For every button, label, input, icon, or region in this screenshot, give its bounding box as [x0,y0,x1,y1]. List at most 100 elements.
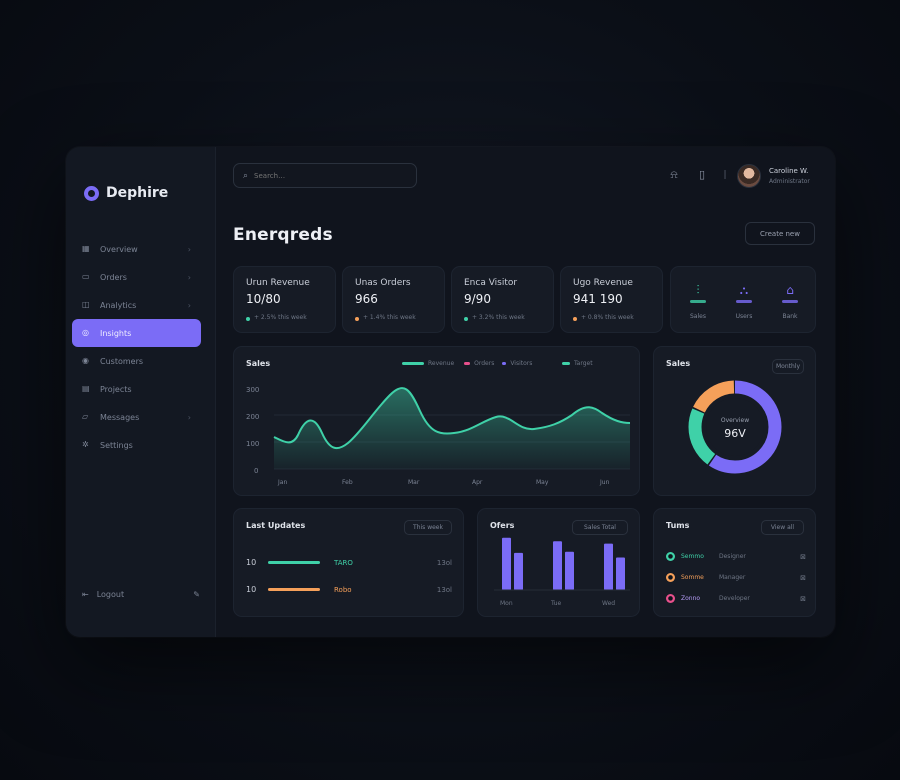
legend-label: Target [574,360,593,367]
mini-stats-card: ⫶ Sales ⛬ Users ⌂ Bank [670,266,816,333]
team-row[interactable]: ● Zonno Developer ⊠ [666,594,806,603]
wallet-icon: ⌂ [786,283,794,297]
chevron-right-icon: › [187,300,191,310]
stat-card-visitors[interactable]: Enca Visitor 9/90 + 3.2% this week [451,266,554,333]
mini-stat-bar [736,300,752,303]
sidebar-item-analytics[interactable]: ◫ Analytics › [72,291,201,319]
chart-icon: ◫ [82,300,90,309]
team-status-icon: ● [666,594,675,603]
stat-card-revenue[interactable]: Urun Revenue 10/80 + 2.5% this week [233,266,336,333]
mini-stat-users[interactable]: ⛬ Users [723,282,765,320]
sales-area-fill [274,388,630,469]
donut-slice-0 [688,380,782,474]
progress-bar [268,588,320,591]
mini-stat-bar [690,300,706,303]
page-title: Enerqreds [233,225,333,245]
main-content: ⌕ ⍾ ▯ | Caroline W. Administrator Enerqr… [216,147,835,637]
order-bar [604,543,613,590]
sales-chart-title: Sales [246,359,271,368]
donut-card-title: Sales [666,359,691,368]
user-role: Administrator [769,178,810,185]
orders-card-title: Ofers [490,521,515,530]
search-icon: ⌕ [243,170,249,181]
sidebar-item-orders[interactable]: ▭ Orders › [72,263,201,291]
avatar[interactable] [737,164,761,188]
legend-swatch [562,362,570,365]
team-name: Somme [681,574,704,581]
stat-label: Enca Visitor [464,278,518,288]
sidebar-item-messages[interactable]: ▱ Messages › [72,403,201,431]
brand-name: Dephire [106,185,169,201]
edit-icon[interactable]: ✎ [193,590,200,599]
team-role: Developer [719,595,750,602]
logout-button[interactable]: ⇤ Logout ✎ [82,590,200,599]
orders-bar-chart: Mon Tue Wed [494,537,630,607]
mini-stat-sales[interactable]: ⫶ Sales [677,282,719,320]
legend-swatch [402,362,424,365]
close-icon[interactable]: ⊠ [800,573,806,582]
stat-label: Unas Orders [355,278,411,288]
stat-card-orders[interactable]: Unas Orders 966 + 1.4% this week [342,266,445,333]
search-input[interactable] [254,171,395,180]
close-icon[interactable]: ⊠ [800,552,806,561]
sidebar-item-overview[interactable]: ▦ Overview › [72,235,201,263]
logout-icon: ⇤ [82,590,89,599]
period-select[interactable]: Monthly [772,359,804,374]
sidebar-item-settings[interactable]: ✲ Settings [72,431,201,459]
order-bar [616,557,625,590]
stat-sub: + 2.5% this week [254,314,307,321]
sidebar-item-label: Settings [100,440,133,450]
donut-center-label: Overview [721,417,749,424]
x-tick-label: Jun [599,479,610,486]
x-tick-label: Apr [472,479,483,486]
x-tick-label: May [536,479,549,486]
progress-row[interactable]: 10 Robo 13ol [246,585,452,594]
logout-label: Logout [96,590,125,599]
team-name: Zonno [681,595,701,602]
close-icon[interactable]: ⊠ [800,594,806,603]
sales-chart-card: Sales Revenue Orders Visitors Target [233,346,640,496]
progress-bar [268,561,320,564]
progress-right: 13ol [436,585,452,594]
brand[interactable]: Dephire [84,185,168,201]
updates-period-select[interactable]: This week [404,520,452,535]
x-tick-label: Feb [342,479,353,486]
chart-bars-icon: ⫶ [696,283,700,297]
app-window: Dephire ▦ Overview › ▭ Orders › ◫ Analyt… [66,147,835,637]
notification-bell-icon[interactable]: ⍾ [670,168,678,181]
stat-sub: + 1.4% this week [363,314,416,321]
order-bar [553,541,562,590]
folder-icon: ▭ [82,272,90,281]
orders-filter-select[interactable]: Sales Total [572,520,628,535]
donut-hole [706,398,764,456]
bar-category-label: Wed [602,600,615,607]
chart-legend: Revenue Orders Visitors [402,360,532,367]
create-new-button[interactable]: Create new [745,222,815,245]
search-box[interactable]: ⌕ [233,163,417,188]
team-row[interactable]: ● Semmo Designer ⊠ [666,552,806,561]
team-row[interactable]: ● Somme Manager ⊠ [666,573,806,582]
stat-value: 10/80 [246,292,281,306]
mini-stat-bar [782,300,798,303]
progress-row[interactable]: 10 TARO 13ol [246,558,452,567]
y-tick-label: 100 [246,440,259,448]
chart-legend-target: Target [562,360,593,367]
mini-stat-bank[interactable]: ⌂ Bank [769,282,811,320]
view-all-button[interactable]: View all [761,520,804,535]
sidebar-item-label: Overview [100,244,138,254]
sidebar-item-projects[interactable]: ▤ Projects [72,375,201,403]
chevron-right-icon: › [187,244,191,254]
user-name[interactable]: Caroline W. [769,167,809,175]
progress-text: Robo [334,585,352,594]
sidebar-item-insights[interactable]: ◎ Insights [72,319,201,347]
stat-sub: + 3.2% this week [472,314,525,321]
sidebar-item-customers[interactable]: ◉ Customers [72,347,201,375]
x-tick-label: Jan [277,479,287,486]
donut-chart: Overview 96V [688,380,782,474]
y-tick-label: 300 [246,386,259,394]
progress-value: 10 [246,558,257,567]
team-card-title: Tums [666,521,690,530]
calendar-icon[interactable]: ▯ [698,168,706,181]
stat-card-revenue-2[interactable]: Ugo Revenue 941 190 + 0.8% this week [560,266,663,333]
stat-label: Urun Revenue [246,278,310,288]
